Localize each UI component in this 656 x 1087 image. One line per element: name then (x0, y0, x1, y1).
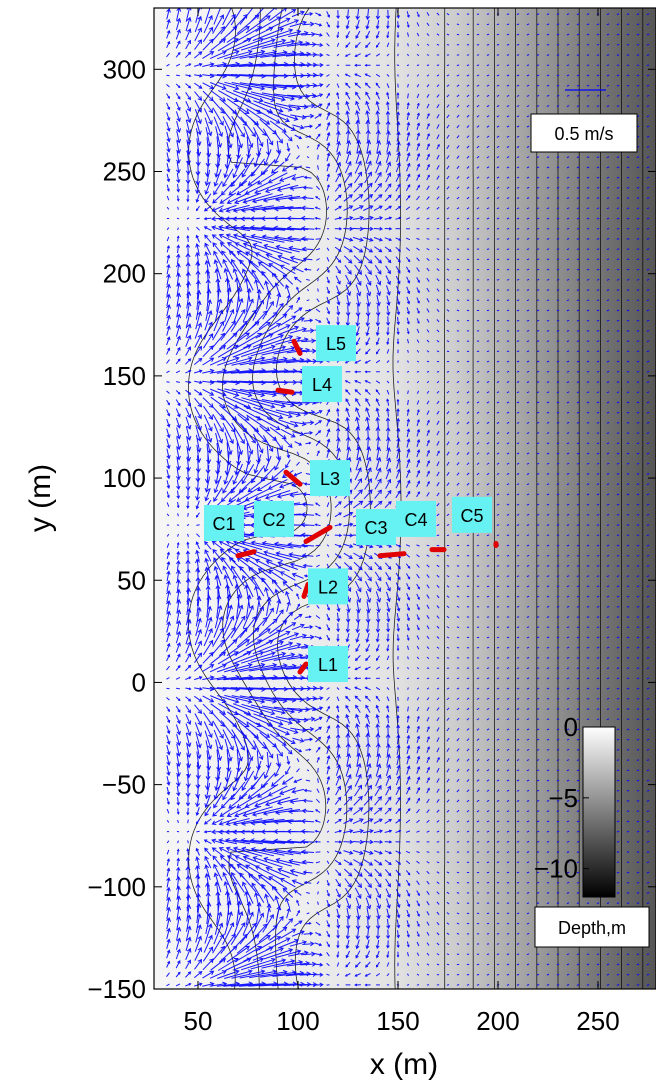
station-label-box (308, 646, 348, 683)
station-label-text: C3 (364, 518, 387, 538)
depth-contour-line (392, 8, 402, 989)
x-tick-label: 200 (476, 1006, 519, 1036)
colorbar-label: Depth,m (558, 918, 626, 938)
station-label-text: C1 (212, 514, 235, 534)
scale-label-box (530, 113, 638, 153)
colorbar-label-box (534, 906, 650, 948)
y-tick-label: 300 (103, 54, 146, 84)
plot-frame (153, 7, 656, 990)
station-label-l4: L4 (302, 366, 342, 403)
y-tick-label: −50 (102, 770, 146, 800)
station-label-c3: C3 (356, 509, 396, 546)
colorbar-tick-label: −10 (534, 854, 578, 884)
instrument-l5 (291, 338, 303, 356)
station-labels: L1 L2 L3 L4 L5 C1 C2 C3 C4 C5 (204, 325, 492, 683)
depth-contour-line (222, 8, 332, 989)
y-tick-label: −100 (87, 872, 146, 902)
station-label-l1: L1 (308, 646, 348, 683)
station-label-text: L5 (326, 334, 346, 354)
instrument-l3 (283, 469, 303, 487)
y-tick-label: 200 (103, 259, 146, 289)
instrument-l1 (297, 661, 309, 675)
station-label-box (254, 500, 294, 537)
station-label-box (452, 496, 492, 533)
y-tick-label: 50 (117, 565, 146, 595)
station-label-l3: L3 (310, 460, 350, 497)
y-tick-label: 150 (103, 361, 146, 391)
x-axis-title: x (m) (370, 1048, 438, 1081)
instrument-l2 (301, 581, 311, 599)
station-label-text: L2 (318, 577, 338, 597)
station-label-text: C5 (460, 506, 483, 526)
station-label-box (396, 500, 436, 537)
station-label-box (302, 366, 342, 403)
station-label-text: L3 (320, 469, 340, 489)
depth-contour-line (187, 8, 308, 989)
instrument-c1 (235, 549, 257, 559)
station-label-c5: C5 (452, 496, 492, 533)
station-label-text: L1 (318, 655, 338, 675)
x-tick-label: 150 (376, 1006, 419, 1036)
depth-contour-line (276, 8, 371, 989)
station-label-c1: C1 (204, 505, 244, 542)
y-tick-label: 0 (132, 667, 146, 697)
station-label-l2: L2 (308, 568, 348, 605)
x-tick-label: 100 (276, 1006, 319, 1036)
colorbar-tick-label: −5 (548, 783, 578, 813)
depth-contour-line (252, 8, 350, 989)
colorbar: 0 −5 −10 Depth,m (534, 712, 650, 948)
station-label-box (310, 460, 350, 497)
axes: 50 100 150 200 250−150−100−50050100150200250… (87, 8, 656, 1036)
instrument-l4 (275, 387, 295, 395)
station-label-text: C2 (262, 510, 285, 530)
scale-label: 0.5 m/s (554, 124, 613, 144)
x-tick-label: 50 (184, 1006, 213, 1036)
instrument-c3 (377, 551, 407, 559)
station-label-text: L4 (312, 375, 332, 395)
y-tick-label: −150 (87, 974, 146, 1004)
station-label-box (316, 325, 356, 362)
instrument-markers (235, 338, 499, 675)
colorbar-bar (582, 726, 616, 898)
x-tick-label: 250 (576, 1006, 619, 1036)
station-label-c4: C4 (396, 500, 436, 537)
station-label-box (308, 568, 348, 605)
instrument-c2 (303, 524, 333, 544)
colorbar-tick-label: 0 (564, 712, 578, 742)
station-label-box (204, 505, 244, 542)
y-tick-label: 100 (103, 463, 146, 493)
depth-background (154, 8, 656, 989)
y-tick-label: 250 (103, 157, 146, 187)
velocity-vector-set (166, 8, 650, 988)
y-axis-title: y (m) (24, 464, 57, 532)
station-label-box (356, 509, 396, 546)
station-label-l5: L5 (316, 325, 356, 362)
station-label-text: C4 (404, 510, 427, 530)
colorbar-ticks: 0 −5 −10 (534, 712, 589, 884)
scale-arrow-box: 0.5 m/s (530, 89, 638, 153)
velocity-vectors (166, 8, 650, 988)
depth-contours (187, 8, 644, 989)
station-label-c2: C2 (254, 500, 294, 537)
